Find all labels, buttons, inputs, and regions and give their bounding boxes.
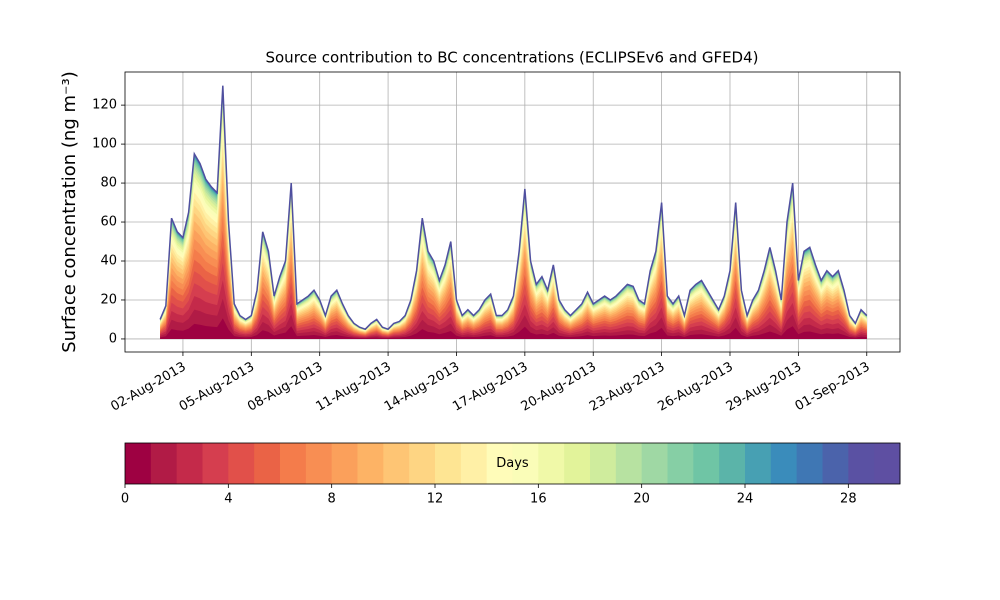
x-tick-label: 11-Aug-2013 — [313, 360, 393, 415]
x-tick-label: 20-Aug-2013 — [519, 360, 599, 415]
colorbar-cell — [796, 443, 823, 484]
colorbar-cell — [202, 443, 229, 484]
x-tick-label: 08-Aug-2013 — [245, 360, 325, 415]
colorbar-cell — [409, 443, 436, 484]
x-tick-label: 29-Aug-2013 — [724, 360, 804, 415]
y-tick-label: 100 — [92, 137, 117, 152]
colorbar-cell — [150, 443, 178, 484]
colorbar-cell — [305, 443, 333, 484]
colorbar-cell — [745, 443, 772, 484]
colorbar-cell — [280, 443, 307, 484]
colorbar-cell — [331, 443, 358, 484]
colorbar-cell — [848, 443, 875, 484]
x-tick-label: 01-Sep-2013 — [793, 360, 873, 415]
colorbar-cell — [254, 443, 281, 484]
y-tick-label: 40 — [100, 254, 117, 269]
colorbar-cell — [667, 443, 694, 484]
colorbar-label: Days — [496, 456, 529, 471]
y-tick-label: 60 — [100, 215, 117, 230]
x-tick-label: 17-Aug-2013 — [450, 360, 530, 415]
colorbar-tick-label: 20 — [633, 492, 650, 507]
colorbar-cell — [486, 443, 513, 484]
y-tick-label: 80 — [100, 176, 117, 191]
x-tick-label: 26-Aug-2013 — [655, 360, 735, 415]
colorbar-tick-label: 0 — [121, 492, 129, 507]
colorbar-cell — [874, 443, 901, 484]
area-bands — [160, 85, 867, 339]
colorbar-cell — [719, 443, 746, 484]
chart-title: Source contribution to BC concentrations… — [265, 49, 758, 67]
x-tick-label: 05-Aug-2013 — [177, 360, 257, 415]
colorbar-tick-label: 24 — [737, 492, 754, 507]
colorbar-cell — [125, 443, 152, 484]
colorbar-cell — [538, 443, 565, 484]
colorbar-cell — [383, 443, 410, 484]
colorbar-cell — [564, 443, 591, 484]
colorbar-cell — [590, 443, 617, 484]
y-axis-label: Surface concentration (ng m⁻³) — [59, 71, 80, 353]
x-tick-label: 14-Aug-2013 — [382, 360, 462, 415]
colorbar-cell — [460, 443, 488, 484]
colorbar-cell — [641, 443, 668, 484]
colorbar-tick-label: 16 — [530, 492, 547, 507]
area-band — [160, 318, 867, 339]
colorbar-cell — [615, 443, 643, 484]
colorbar-cell — [512, 443, 539, 484]
axes-frame — [124, 71, 901, 353]
x-tick-label: 23-Aug-2013 — [587, 360, 667, 415]
y-tick-label: 120 — [92, 98, 117, 113]
colorbar-tick-label: 12 — [427, 492, 444, 507]
colorbar-cell — [770, 443, 798, 484]
colorbar-cell — [435, 443, 462, 484]
y-tick-label: 20 — [100, 292, 117, 307]
colorbar-cell — [228, 443, 255, 484]
area-outline — [159, 85, 868, 331]
colorbar-frame — [124, 442, 901, 485]
colorbar-cell — [357, 443, 384, 484]
y-tick-label: 0 — [109, 331, 117, 346]
colorbar-cell — [693, 443, 720, 484]
colorbar-tick-label: 8 — [328, 492, 336, 507]
colorbar-tick-label: 4 — [224, 492, 232, 507]
x-tick-label: 02-Aug-2013 — [108, 360, 188, 415]
colorbar-tick-label: 28 — [840, 492, 857, 507]
colorbar-cell — [822, 443, 849, 484]
colorbar-cell — [176, 443, 203, 484]
